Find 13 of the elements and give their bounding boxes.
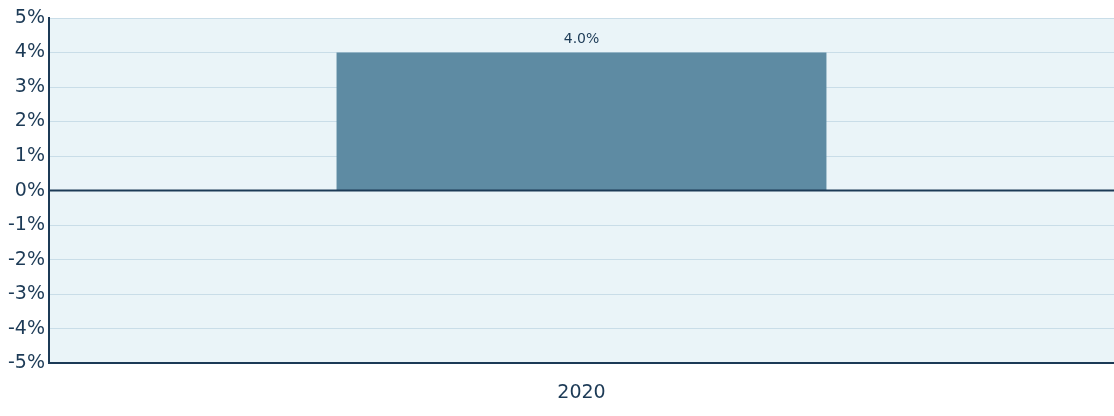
y-tick-label: 4% (14, 39, 45, 62)
y-tick-label: 2% (14, 108, 45, 131)
data-label: 4.0% (563, 30, 600, 47)
y-tick-label: -2% (8, 246, 45, 269)
y-tick-label: 1% (14, 143, 45, 166)
y-tick-label: 0% (14, 177, 45, 200)
y-tick-label: 3% (14, 73, 45, 96)
y-tick-label: -5% (8, 350, 45, 373)
y-tick-label: -4% (8, 315, 45, 338)
y-tick-label: 5% (14, 4, 45, 27)
y-tick-label: -1% (8, 212, 45, 235)
y-tick-label: -3% (8, 281, 45, 304)
x-tick-label: 2020 (557, 379, 606, 402)
